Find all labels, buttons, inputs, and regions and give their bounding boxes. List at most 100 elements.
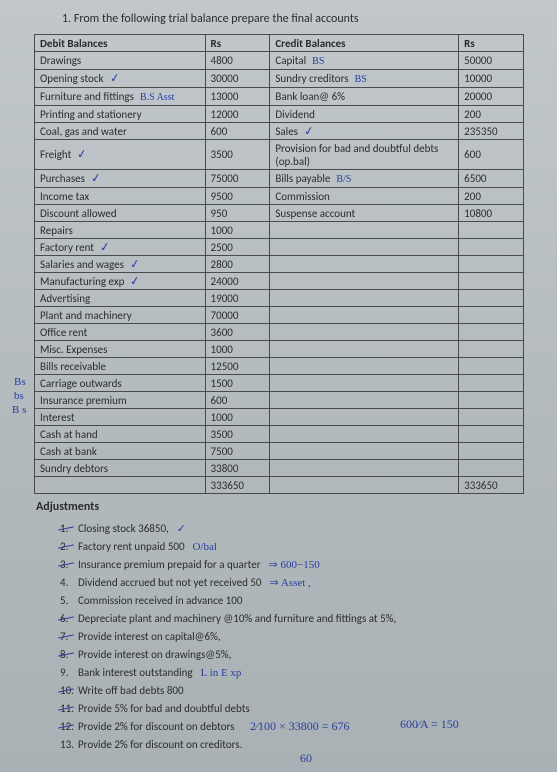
adjustment-text: Provide 2% for discount on creditors. bbox=[78, 738, 242, 751]
adjustment-item: Provide interest on drawings@5%, bbox=[60, 646, 537, 664]
credit-amount-cell bbox=[459, 460, 524, 477]
adjustment-text: Closing stock 36850, bbox=[78, 522, 169, 535]
hand-calc-2: 600⁄A = 150 bbox=[400, 717, 459, 732]
adjustment-item: Depreciate plant and machinery @10% and … bbox=[60, 610, 537, 628]
credit-amount-cell bbox=[459, 324, 524, 341]
debit-amount-cell: 1000 bbox=[205, 222, 270, 239]
credit-cell bbox=[270, 290, 459, 307]
question-text: 1. From the following trial balance prep… bbox=[62, 12, 537, 26]
table-row: Office rent3600 bbox=[35, 324, 524, 341]
credit-amount-cell: 10800 bbox=[459, 205, 524, 222]
hand-annotation: BS bbox=[355, 73, 367, 86]
table-row: Plant and machinery70000 bbox=[35, 307, 524, 324]
adjustment-text: Insurance premium prepaid for a quarter bbox=[78, 558, 261, 571]
debit-amount-cell: 333650 bbox=[205, 477, 270, 494]
adjustment-text: Bank interest outstanding bbox=[78, 666, 193, 679]
hand-sixty: 60 bbox=[300, 751, 312, 766]
debit-amount-cell: 9500 bbox=[205, 188, 270, 205]
debit-cell: Discount allowed bbox=[35, 205, 206, 222]
credit-amount-cell bbox=[459, 392, 524, 409]
table-row: 333650 333650 bbox=[35, 477, 524, 494]
table-row: Sundry debtors33800 bbox=[35, 460, 524, 477]
credit-amount-cell: 200 bbox=[459, 188, 524, 205]
credit-amount-cell bbox=[459, 256, 524, 273]
debit-amount-cell: 2800 bbox=[205, 256, 270, 273]
credit-amount-cell: 235350 bbox=[459, 123, 524, 140]
worksheet-page: 1. From the following trial balance prep… bbox=[0, 0, 557, 772]
credit-cell bbox=[270, 307, 459, 324]
credit-amount-cell bbox=[459, 443, 524, 460]
table-row: Freight✓3500Provision for bad and doubtf… bbox=[35, 140, 524, 170]
debit-amount-cell: 12500 bbox=[205, 358, 270, 375]
adjustments-heading: Adjustments bbox=[36, 500, 537, 514]
debit-cell: Printing and stationery bbox=[35, 106, 206, 123]
credit-cell: Sundry creditorsBS bbox=[270, 70, 459, 88]
debit-cell: Purchases✓ bbox=[35, 170, 206, 188]
debit-cell: Bills receivable bbox=[35, 358, 206, 375]
hand-annotation: O/bal bbox=[193, 541, 217, 553]
debit-cell: Interest bbox=[35, 409, 206, 426]
hand-annotation: ✓ bbox=[90, 171, 102, 185]
credit-cell bbox=[270, 273, 459, 290]
debit-amount-cell: 4800 bbox=[205, 52, 270, 70]
table-row: Printing and stationery12000Dividend200 bbox=[35, 106, 524, 123]
margin-note-bs3: B s bbox=[12, 404, 26, 416]
table-row: Cash at bank7500 bbox=[35, 443, 524, 460]
debit-amount-cell: 600 bbox=[205, 392, 270, 409]
debit-cell: Plant and machinery bbox=[35, 307, 206, 324]
credit-amount-cell bbox=[459, 239, 524, 256]
adjustment-text: Depreciate plant and machinery @10% and … bbox=[78, 612, 396, 625]
credit-cell bbox=[270, 324, 459, 341]
credit-amount-cell: 20000 bbox=[459, 88, 524, 106]
table-row: Opening stock✓30000Sundry creditorsBS100… bbox=[35, 70, 524, 88]
credit-amount-cell bbox=[459, 409, 524, 426]
adjustment-item: Bank interest outstandingL in E xp bbox=[60, 664, 537, 682]
credit-cell bbox=[270, 443, 459, 460]
adjustment-text: Provide interest on capital@6%, bbox=[78, 630, 221, 643]
table-row: Cash at hand3500 bbox=[35, 426, 524, 443]
adjustment-item: Commission received in advance 100 bbox=[60, 592, 537, 610]
header-rs1: Rs bbox=[205, 35, 270, 52]
debit-amount-cell: 7500 bbox=[205, 443, 270, 460]
credit-cell bbox=[270, 222, 459, 239]
debit-amount-cell: 24000 bbox=[205, 273, 270, 290]
credit-amount-cell bbox=[459, 426, 524, 443]
adjustment-item: Provide interest on capital@6%, bbox=[60, 628, 537, 646]
debit-cell: Income tax bbox=[35, 188, 206, 205]
credit-cell: Dividend bbox=[270, 106, 459, 123]
table-row: Bills receivable12500 bbox=[35, 358, 524, 375]
hand-annotation: B.S Asst bbox=[140, 91, 174, 104]
debit-cell: Freight✓ bbox=[35, 140, 206, 170]
hand-annotation: ✓ bbox=[99, 240, 111, 254]
table-row: Interest1000 bbox=[35, 409, 524, 426]
credit-amount-cell: 200 bbox=[459, 106, 524, 123]
adjustment-text: Write off bad debts 800 bbox=[78, 684, 184, 697]
table-header-row: Debit Balances Rs Credit Balances Rs bbox=[35, 35, 524, 52]
debit-amount-cell: 75000 bbox=[205, 170, 270, 188]
adjustment-text: Commission received in advance 100 bbox=[78, 594, 242, 607]
table-row: Insurance premium600 bbox=[35, 392, 524, 409]
credit-amount-cell: 10000 bbox=[459, 70, 524, 88]
debit-amount-cell: 3500 bbox=[205, 426, 270, 443]
table-row: Carriage outwards1500 bbox=[35, 375, 524, 392]
hand-annotation: ✓ bbox=[109, 71, 121, 85]
credit-cell bbox=[270, 409, 459, 426]
adjustment-item: Provide 5% for bad and doubtful debts bbox=[60, 700, 537, 718]
adjustment-item: Write off bad debts 800 bbox=[60, 682, 537, 700]
hand-annotation: ✓ bbox=[130, 274, 142, 288]
hand-annotation: ⇒ Asset , bbox=[269, 577, 310, 589]
table-row: Advertising19000 bbox=[35, 290, 524, 307]
adjustment-text: Factory rent unpaid 500 bbox=[78, 540, 185, 553]
credit-cell: CapitalBS bbox=[270, 52, 459, 70]
debit-amount-cell: 13000 bbox=[205, 88, 270, 106]
header-debit: Debit Balances bbox=[35, 35, 206, 52]
credit-amount-cell: 333650 bbox=[459, 477, 524, 494]
adjustment-item: Insurance premium prepaid for a quarter⇒… bbox=[60, 556, 537, 574]
hand-annotation: B/S bbox=[336, 173, 351, 186]
debit-amount-cell: 1500 bbox=[205, 375, 270, 392]
credit-cell bbox=[270, 426, 459, 443]
table-row: Drawings4800CapitalBS50000 bbox=[35, 52, 524, 70]
credit-cell bbox=[270, 239, 459, 256]
adjustment-item: Factory rent unpaid 500 O/bal bbox=[60, 538, 537, 556]
adjustment-text: Dividend accrued but not yet received 50 bbox=[78, 576, 261, 589]
